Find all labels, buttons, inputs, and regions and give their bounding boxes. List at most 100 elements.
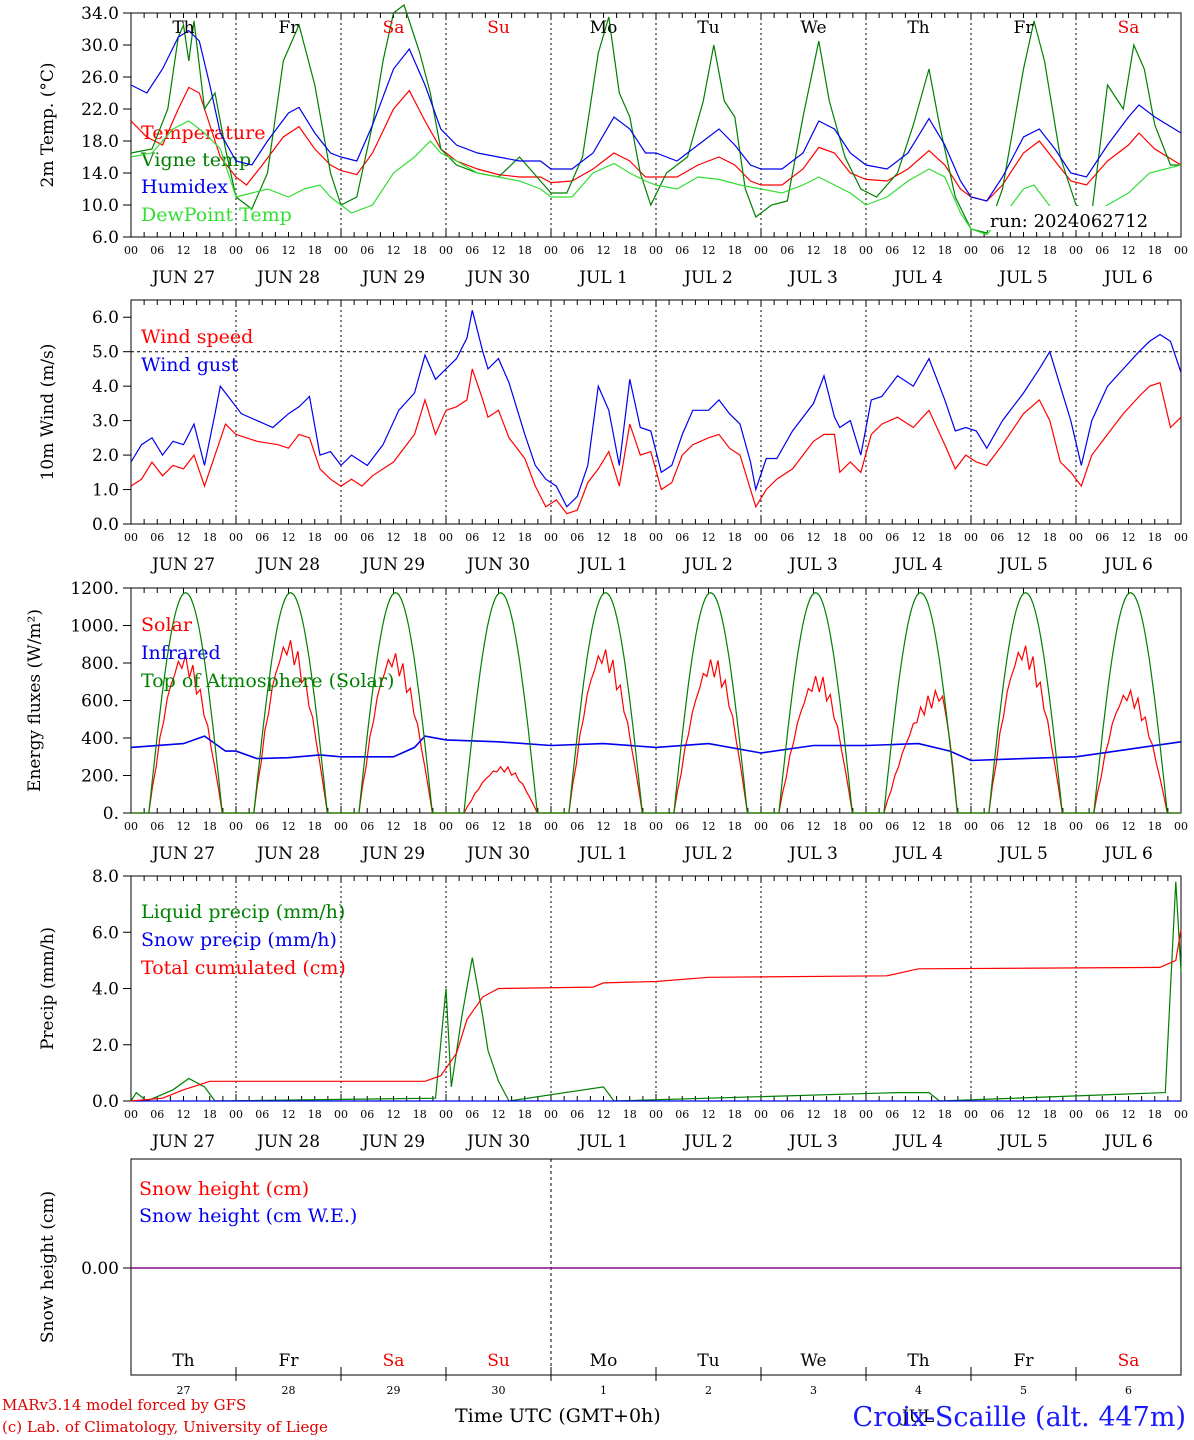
date-label: JUN 28	[255, 1132, 320, 1152]
hour-tick-label: 00	[859, 820, 873, 833]
series-line	[130, 120, 1182, 236]
hour-tick-label: 00	[439, 244, 453, 257]
hour-tick-label: 06	[780, 244, 794, 257]
day-number-label: 3	[810, 1384, 817, 1397]
date-label: JUL 6	[1102, 555, 1153, 575]
hour-tick-label: 18	[728, 531, 742, 544]
series-line	[131, 640, 1181, 814]
legend-entry: Infrared	[141, 642, 221, 664]
date-label: JUL 3	[787, 1132, 838, 1152]
hour-tick-label: 12	[1122, 1108, 1136, 1121]
weekday-label: Sa	[1118, 1351, 1140, 1371]
y-axis-label: 2m Temp. (°C)	[38, 62, 58, 187]
hour-tick-label: 00	[334, 1108, 348, 1121]
hour-tick-label: 18	[623, 531, 637, 544]
date-label: JUN 28	[255, 844, 320, 864]
hour-tick-label: 00	[1174, 531, 1188, 544]
model-credit: MARv3.14 model forced by GFS	[2, 1396, 247, 1414]
hour-tick-label: 18	[623, 820, 637, 833]
weekday-label: Mo	[590, 1351, 618, 1371]
y-axis-label: Snow height (cm)	[38, 1191, 58, 1343]
hour-tick-label: 18	[308, 1108, 322, 1121]
hour-tick-label: 06	[780, 1108, 794, 1121]
y-tick-label: 2.0	[92, 446, 119, 466]
y-tick-label: 3.0	[92, 412, 119, 432]
y-tick-label: 0.0	[92, 1092, 119, 1112]
day-number-label: 5	[1020, 1384, 1027, 1397]
hour-tick-label: 18	[308, 820, 322, 833]
date-label: JUN 29	[360, 1132, 425, 1152]
hour-tick-label: 12	[177, 531, 191, 544]
hour-tick-label: 06	[360, 820, 374, 833]
weekday-label: Fr	[1014, 18, 1035, 38]
hour-tick-label: 12	[1017, 820, 1031, 833]
hour-tick-label: 18	[518, 531, 532, 544]
y-tick-label: 5.0	[92, 343, 119, 363]
hour-tick-label: 18	[518, 820, 532, 833]
hour-tick-label: 12	[1122, 820, 1136, 833]
date-label: JUL 2	[682, 844, 733, 864]
day-number-label: 6	[1125, 1384, 1132, 1397]
hour-tick-label: 12	[1122, 244, 1136, 257]
series-line	[130, 881, 1182, 1102]
day-number-label: 4	[915, 1384, 922, 1397]
hour-tick-label: 06	[465, 820, 479, 833]
hour-tick-label: 12	[1017, 531, 1031, 544]
hour-tick-label: 18	[938, 1108, 952, 1121]
hour-tick-label: 00	[649, 244, 663, 257]
legend-entry: Snow height (cm)	[139, 1178, 309, 1200]
hour-tick-label: 18	[1148, 820, 1162, 833]
weekday-label: Mo	[590, 18, 618, 38]
hour-tick-label: 12	[807, 820, 821, 833]
weekday-label: Fr	[279, 18, 300, 38]
weekday-label: Tu	[697, 18, 719, 38]
date-label: JUN 29	[360, 268, 425, 288]
day-number-label: 29	[387, 1384, 401, 1397]
hour-tick-label: 00	[859, 1108, 873, 1121]
hour-tick-label: 06	[360, 1108, 374, 1121]
hour-tick-label: 12	[912, 820, 926, 833]
y-tick-label: 800.	[81, 654, 119, 674]
hour-tick-label: 12	[597, 820, 611, 833]
date-label: JUL 3	[787, 555, 838, 575]
run-annotation: run: 2024062712	[990, 211, 1148, 232]
date-label: JUN 27	[150, 844, 215, 864]
day-number-label: 1	[600, 1384, 607, 1397]
date-label: JUN 27	[150, 268, 215, 288]
y-tick-label: 6.0	[92, 308, 119, 328]
hour-tick-label: 00	[544, 1108, 558, 1121]
date-label: JUL 3	[787, 844, 838, 864]
y-tick-label: 14.0	[81, 164, 119, 184]
hour-tick-label: 06	[780, 820, 794, 833]
panel-2: 00 06 12 18 JUN 27 00 06 12 18 JUN 28 00 06 12 18 JUN …	[38, 299, 1188, 575]
legend-entry: Wind speed	[141, 326, 253, 348]
hour-tick-label: 00	[124, 1108, 138, 1121]
weekday-label: Th	[907, 18, 929, 38]
date-label: JUL 2	[682, 555, 733, 575]
y-tick-label: 2.0	[92, 1036, 119, 1056]
hour-tick-label: 00	[439, 820, 453, 833]
hour-tick-label: 18	[938, 820, 952, 833]
hour-tick-label: 18	[203, 1108, 217, 1121]
hour-tick-label: 18	[833, 244, 847, 257]
weekday-label: Th	[172, 1351, 194, 1371]
legend-entry: Snow precip (mm/h)	[141, 929, 337, 951]
date-label: JUN 28	[255, 268, 320, 288]
hour-tick-label: 12	[1122, 531, 1136, 544]
hour-tick-label: 00	[124, 244, 138, 257]
series-line	[130, 29, 1182, 202]
hour-tick-label: 12	[597, 1108, 611, 1121]
hour-tick-label: 12	[807, 1108, 821, 1121]
weekday-label: We	[800, 18, 826, 38]
copyright-credit: (c) Lab. of Climatology, University of L…	[2, 1418, 328, 1436]
hour-tick-label: 06	[1095, 1108, 1109, 1121]
hour-tick-label: 18	[1148, 531, 1162, 544]
y-tick-label: 4.0	[92, 980, 119, 1000]
hour-tick-label: 06	[255, 244, 269, 257]
date-label: JUL 5	[997, 1132, 1048, 1152]
y-tick-label: 400.	[81, 729, 119, 749]
hour-tick-label: 12	[912, 244, 926, 257]
weekday-label: Sa	[1118, 18, 1140, 38]
series-line	[131, 592, 1181, 814]
weekday-label: Fr	[279, 1351, 300, 1371]
